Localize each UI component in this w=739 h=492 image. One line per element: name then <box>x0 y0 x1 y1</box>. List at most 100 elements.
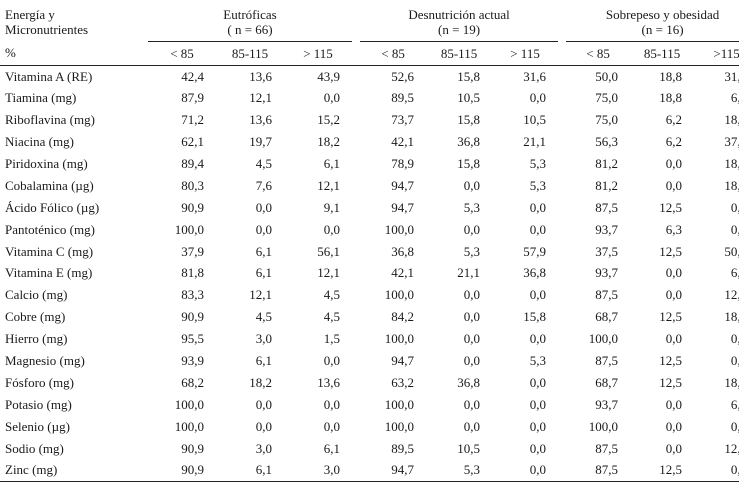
row-label: Pantoténico (mg) <box>5 221 95 237</box>
table-cell: 15,8 <box>523 309 547 325</box>
table-cell: 94,7 <box>391 353 415 369</box>
table-cell: 6,2 <box>665 112 683 128</box>
table-cell: 0,0 <box>730 199 739 215</box>
table-cell: 0,0 <box>529 331 547 347</box>
table-row: Piridoxina (mg) 89,4 4,5 6,1 78,9 15,8 5,3 81,2… <box>0 153 739 175</box>
table-cell: 18,8 <box>724 112 739 128</box>
table-cell: 89,4 <box>181 156 204 171</box>
table-cell: 87,5 <box>595 462 619 478</box>
row-label: Hierro (mg) <box>5 331 68 347</box>
row-label: Vitamina A (RE) <box>5 68 93 84</box>
table-cell: 0,0 <box>463 221 481 237</box>
row-label: Selenio (µg) <box>5 418 70 434</box>
table-cell: 0,0 <box>665 156 683 171</box>
table-cell: 13,6 <box>317 374 341 390</box>
table-cell: 5,3 <box>463 199 481 215</box>
table-cell: 36,8 <box>457 134 481 150</box>
table-cell: 37,5 <box>595 243 619 259</box>
table-cell: 18,2 <box>317 134 341 150</box>
group-n: (n = 16) <box>641 22 684 37</box>
table-cell: 0,0 <box>463 309 481 325</box>
table-cell: 0,0 <box>255 418 272 434</box>
table-cell: 0,0 <box>665 418 683 434</box>
table-cell: 100,0 <box>384 331 415 347</box>
table-cell: 80,3 <box>181 177 204 193</box>
table-cell: 100,0 <box>588 418 619 434</box>
table-cell: 15,8 <box>457 68 481 84</box>
table-cell: 3,0 <box>255 440 272 456</box>
row-label: Cobre (mg) <box>5 309 66 325</box>
table-cell: 0,0 <box>323 418 341 434</box>
table-cell: 12,1 <box>249 287 272 303</box>
table-row: Calcio (mg) 83,3 12,1 4,5 100,0 0,0 0,0 87,5 0,0… <box>0 284 739 306</box>
table-cell: 56,1 <box>317 243 341 259</box>
table-cell: 12,1 <box>317 265 341 281</box>
table-cell: 0,0 <box>529 199 547 215</box>
table-cell: 94,7 <box>391 462 415 478</box>
row-label: Vitamina C (mg) <box>5 243 94 259</box>
table-cell: 42,4 <box>181 68 204 84</box>
row-label: Piridoxina (mg) <box>5 156 88 171</box>
table-cell: 6,1 <box>323 156 341 171</box>
table-cell: 36,8 <box>391 243 415 259</box>
table-cell: 0,0 <box>665 265 683 281</box>
table-row: Cobalamina (µg) 80,3 7,6 12,1 94,7 0,0 5,3 81,2… <box>0 175 739 197</box>
table-cell: 13,6 <box>249 68 272 84</box>
table-cell: 87,5 <box>595 440 619 456</box>
corner-label: Energía y Micronutrientes <box>0 7 148 42</box>
subcol-header: 85-115 <box>643 45 681 61</box>
group-header-desnutricion: Desnutrición actual (n = 19) <box>360 7 559 42</box>
table-cell: 0,0 <box>463 353 481 369</box>
row-label: Calcio (mg) <box>5 287 68 303</box>
table-cell: 12,5 <box>724 440 739 456</box>
table-cell: 18,8 <box>724 177 739 193</box>
subcol-header: < 85 <box>586 45 610 61</box>
table-row: Tiamina (mg) 87,9 12,1 0,0 89,5 10,5 0,0 75,0 18… <box>0 87 739 109</box>
subcol-header: > 115 <box>303 45 333 61</box>
subcol-header: < 85 <box>381 45 405 61</box>
table-cell: 0,0 <box>665 440 683 456</box>
table-cell: 90,9 <box>181 199 204 215</box>
table-cell: 52,6 <box>391 68 415 84</box>
table-cell: 1,5 <box>323 331 341 347</box>
table-cell: 56,3 <box>595 134 619 150</box>
row-label: Vitamina E (mg) <box>5 265 93 281</box>
table-cell: 90,9 <box>181 462 204 478</box>
table-cell: 68,7 <box>595 309 619 325</box>
table-cell: 12,5 <box>659 462 683 478</box>
table-cell: 94,7 <box>391 177 415 193</box>
table-cell: 0,0 <box>323 353 341 369</box>
table-cell: 6,1 <box>255 353 272 369</box>
table-cell: 75,0 <box>595 90 619 106</box>
table-cell: 5,3 <box>463 462 481 478</box>
row-label: Fósforo (mg) <box>5 374 74 390</box>
table-cell: 63,2 <box>391 374 415 390</box>
table-body: Vitamina A (RE) 42,4 13,6 43,9 52,6 15,8 31,6 5… <box>0 66 739 482</box>
table-cell: 89,5 <box>391 90 415 106</box>
table-cell: 36,8 <box>457 374 481 390</box>
table-cell: 0,0 <box>529 396 547 412</box>
table-cell: 87,5 <box>595 287 619 303</box>
table-cell: 5,3 <box>529 353 547 369</box>
table-cell: 4,5 <box>323 309 341 325</box>
table-cell: 81,8 <box>181 265 204 281</box>
table-cell: 21,1 <box>457 265 481 281</box>
table-cell: 68,2 <box>181 374 204 390</box>
table-cell: 15,2 <box>317 112 341 128</box>
table-cell: 0,0 <box>463 331 481 347</box>
table-cell: 0,0 <box>730 462 739 478</box>
table-cell: 90,9 <box>181 440 204 456</box>
row-label: Ácido Fólico (µg) <box>5 199 100 215</box>
table-cell: 73,7 <box>391 112 415 128</box>
row-label: Zinc (mg) <box>5 462 58 478</box>
table-cell: 84,2 <box>391 309 415 325</box>
table-cell: 18,8 <box>659 90 683 106</box>
table-cell: 0,0 <box>529 462 547 478</box>
micronutrient-table: Energía y Micronutrientes Eutróficas ( n… <box>0 7 739 482</box>
table-cell: 10,5 <box>523 112 547 128</box>
table-cell: 6,1 <box>255 243 272 259</box>
table-cell: 6,3 <box>730 396 739 412</box>
table-cell: 0,0 <box>255 396 272 412</box>
table-cell: 0,0 <box>529 287 547 303</box>
table-cell: 81,2 <box>595 156 619 171</box>
